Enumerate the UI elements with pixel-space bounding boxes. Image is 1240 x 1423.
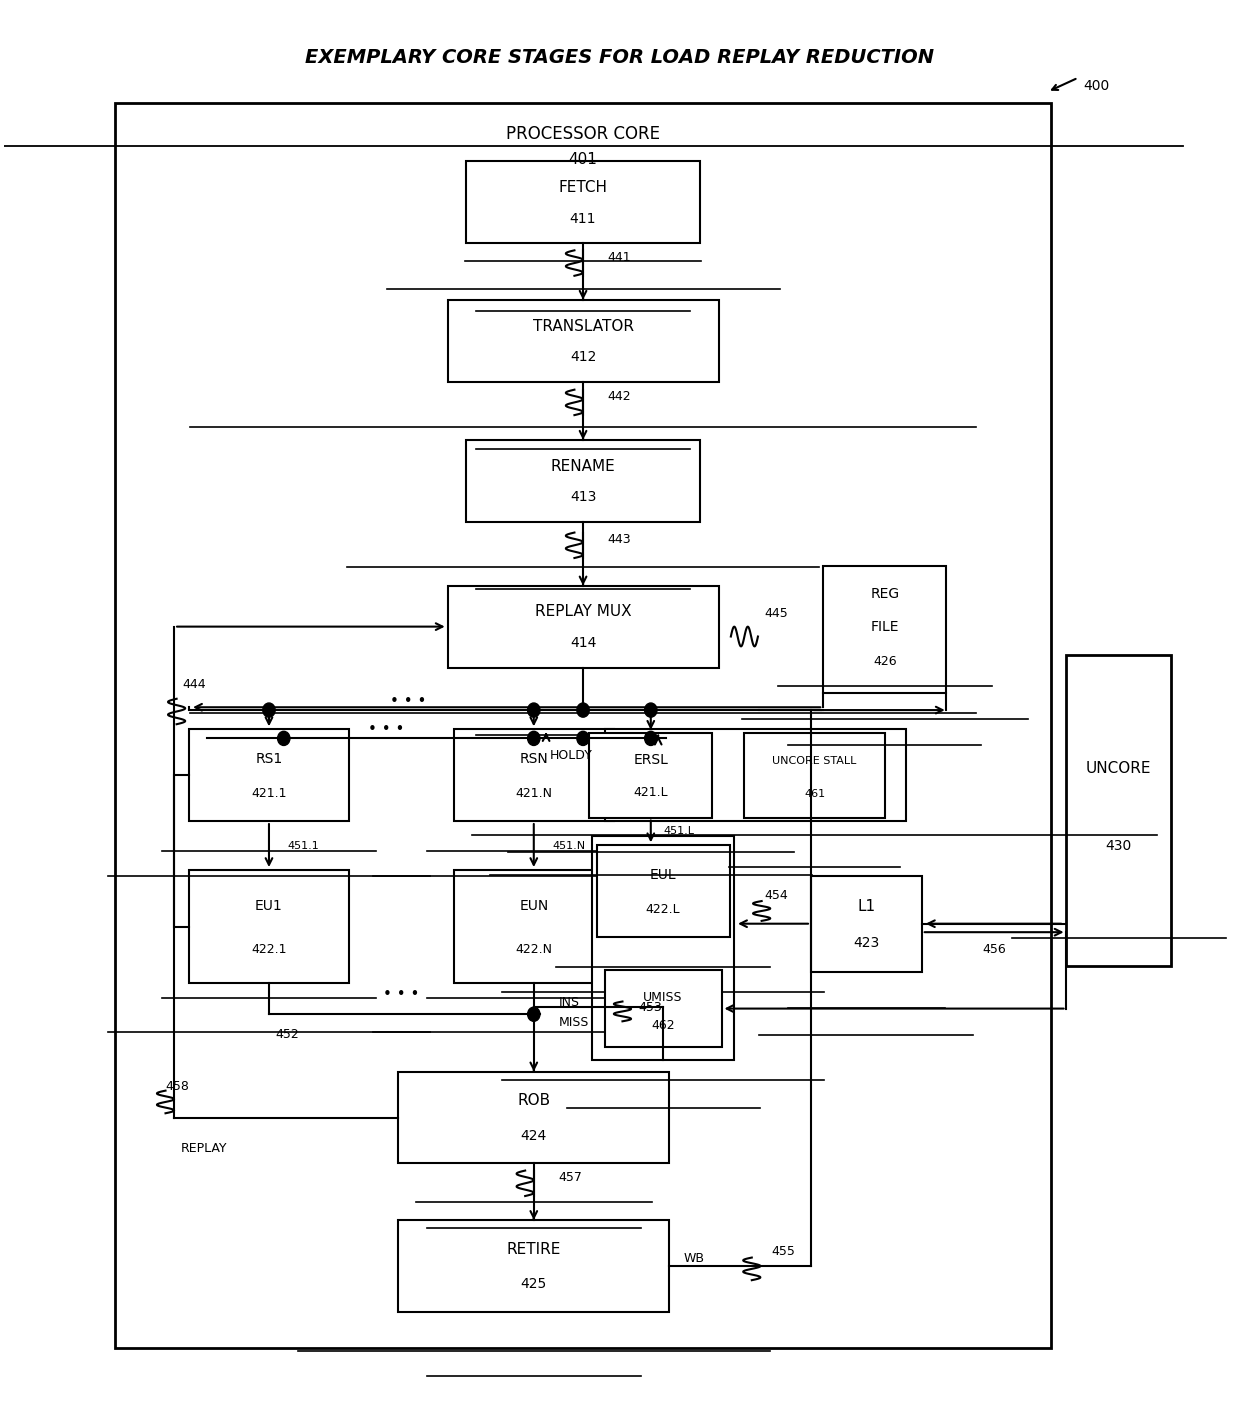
FancyBboxPatch shape xyxy=(1066,655,1171,966)
Text: REPLAY: REPLAY xyxy=(180,1143,227,1155)
Text: 421.N: 421.N xyxy=(516,787,552,800)
Text: 424: 424 xyxy=(521,1128,547,1143)
Text: ERSL: ERSL xyxy=(634,753,668,767)
Text: 455: 455 xyxy=(771,1245,795,1258)
FancyBboxPatch shape xyxy=(823,566,946,693)
Text: HOLDY: HOLDY xyxy=(549,748,593,761)
Text: 422.L: 422.L xyxy=(646,904,681,916)
Text: 456: 456 xyxy=(982,942,1006,956)
Text: • • •: • • • xyxy=(389,694,427,709)
Text: 411: 411 xyxy=(570,212,596,226)
Text: FETCH: FETCH xyxy=(558,179,608,195)
Text: 451.L: 451.L xyxy=(663,827,694,837)
Text: 451.N: 451.N xyxy=(552,841,585,851)
Text: 414: 414 xyxy=(570,636,596,650)
Text: EU1: EU1 xyxy=(255,899,283,914)
FancyBboxPatch shape xyxy=(448,300,718,381)
Text: • • •: • • • xyxy=(383,988,419,1002)
Circle shape xyxy=(528,731,539,746)
Text: 461: 461 xyxy=(804,788,825,798)
FancyBboxPatch shape xyxy=(811,875,921,972)
Text: 421.1: 421.1 xyxy=(252,787,286,800)
Text: 422.N: 422.N xyxy=(516,942,552,956)
Text: 444: 444 xyxy=(182,679,206,692)
Text: 423: 423 xyxy=(853,936,879,951)
Text: REPLAY MUX: REPLAY MUX xyxy=(534,605,631,619)
Text: 442: 442 xyxy=(608,390,631,403)
FancyBboxPatch shape xyxy=(605,729,906,821)
Circle shape xyxy=(528,1007,539,1022)
Circle shape xyxy=(645,703,657,717)
Text: 454: 454 xyxy=(764,889,787,902)
FancyBboxPatch shape xyxy=(744,733,885,818)
Text: 412: 412 xyxy=(570,350,596,364)
Text: EUL: EUL xyxy=(650,868,677,882)
Text: ROB: ROB xyxy=(517,1093,551,1109)
Text: 462: 462 xyxy=(651,1019,675,1032)
FancyBboxPatch shape xyxy=(589,733,712,818)
FancyBboxPatch shape xyxy=(188,869,348,983)
Text: FILE: FILE xyxy=(870,619,899,633)
Text: 453: 453 xyxy=(639,1000,662,1013)
Text: 401: 401 xyxy=(569,152,598,168)
Text: 458: 458 xyxy=(165,1080,190,1093)
FancyBboxPatch shape xyxy=(398,1220,670,1312)
Text: 441: 441 xyxy=(608,250,631,263)
Circle shape xyxy=(577,731,589,746)
FancyBboxPatch shape xyxy=(593,835,734,1060)
Text: WB: WB xyxy=(684,1252,706,1265)
Text: RENAME: RENAME xyxy=(551,458,615,474)
FancyBboxPatch shape xyxy=(448,586,718,667)
Text: 452: 452 xyxy=(275,1027,299,1040)
Text: RETIRE: RETIRE xyxy=(507,1242,560,1257)
Text: 430: 430 xyxy=(1106,840,1132,852)
Text: 400: 400 xyxy=(1083,80,1110,94)
Text: 451.1: 451.1 xyxy=(288,841,319,851)
FancyBboxPatch shape xyxy=(596,845,729,938)
Text: 422.1: 422.1 xyxy=(252,942,286,956)
Text: TRANSLATOR: TRANSLATOR xyxy=(532,319,634,333)
FancyBboxPatch shape xyxy=(454,869,614,983)
Text: MISS: MISS xyxy=(558,1016,589,1029)
FancyBboxPatch shape xyxy=(398,1072,670,1164)
Text: 445: 445 xyxy=(764,608,787,620)
Text: INS: INS xyxy=(558,996,579,1009)
Text: • • •: • • • xyxy=(368,723,404,737)
Text: UNCORE: UNCORE xyxy=(1086,760,1152,776)
Text: UMISS: UMISS xyxy=(644,990,683,1003)
Text: 413: 413 xyxy=(570,491,596,504)
Circle shape xyxy=(577,703,589,717)
Text: EUN: EUN xyxy=(520,899,548,914)
Text: RS1: RS1 xyxy=(255,751,283,766)
Circle shape xyxy=(278,731,290,746)
Text: 426: 426 xyxy=(873,656,897,669)
Text: RSN: RSN xyxy=(520,751,548,766)
FancyBboxPatch shape xyxy=(605,969,722,1047)
Text: EXEMPLARY CORE STAGES FOR LOAD REPLAY REDUCTION: EXEMPLARY CORE STAGES FOR LOAD REPLAY RE… xyxy=(305,48,935,67)
Circle shape xyxy=(528,703,539,717)
FancyBboxPatch shape xyxy=(115,104,1052,1348)
FancyBboxPatch shape xyxy=(454,729,614,821)
Text: 457: 457 xyxy=(558,1171,583,1184)
Text: 443: 443 xyxy=(608,534,631,546)
FancyBboxPatch shape xyxy=(188,729,348,821)
Circle shape xyxy=(263,703,275,717)
Text: REG: REG xyxy=(870,588,899,601)
FancyBboxPatch shape xyxy=(466,440,701,522)
Text: 421.L: 421.L xyxy=(634,785,668,798)
Text: L1: L1 xyxy=(857,899,875,914)
Circle shape xyxy=(645,731,657,746)
Text: 425: 425 xyxy=(521,1278,547,1292)
Text: UNCORE STALL: UNCORE STALL xyxy=(773,756,857,766)
FancyBboxPatch shape xyxy=(466,161,701,243)
Text: PROCESSOR CORE: PROCESSOR CORE xyxy=(506,125,660,144)
